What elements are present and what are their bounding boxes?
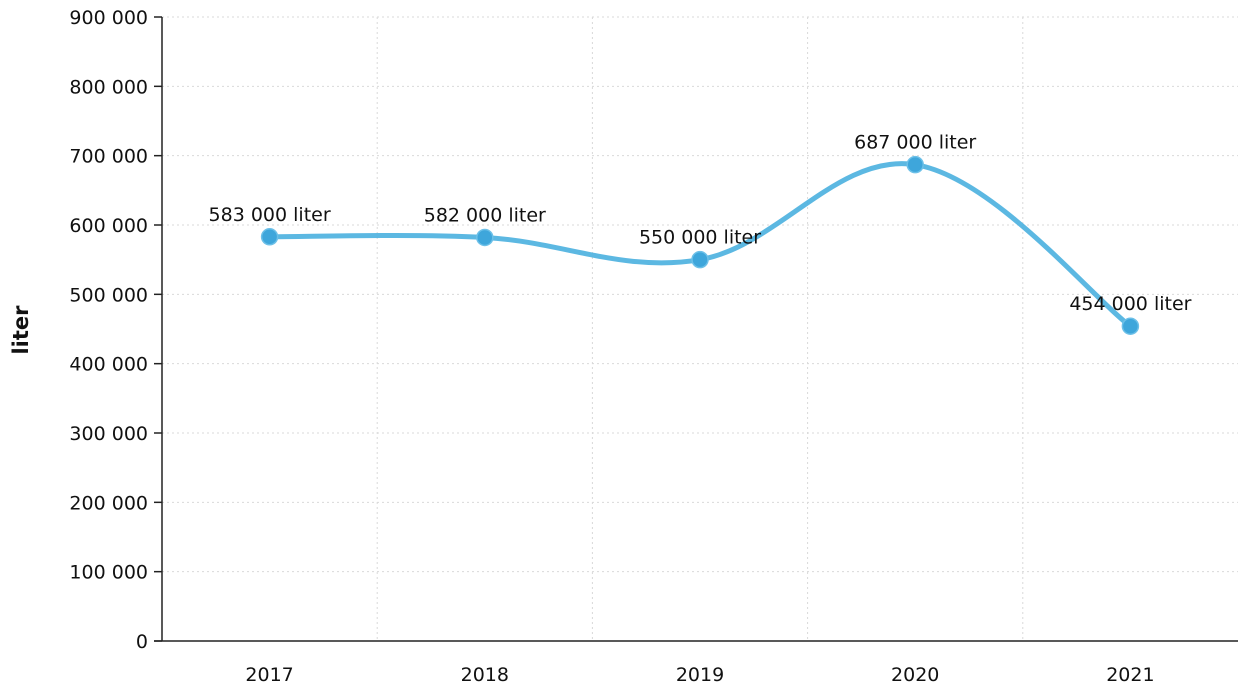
- x-tick-label: 2021: [1106, 664, 1154, 686]
- data-labels: 583 000 liter 582 000 liter 550 000 liter 6…: [209, 132, 1192, 316]
- data-label-2021: 454 000 liter: [1069, 293, 1191, 315]
- y-tick-label: 600 000: [69, 215, 148, 237]
- x-tick-label: 2019: [676, 664, 724, 686]
- x-tick-label: 2018: [461, 664, 509, 686]
- data-point-2019: [691, 250, 709, 269]
- y-tick-label: 900 000: [69, 7, 148, 29]
- axes: [154, 16, 1238, 642]
- y-tick-label: 400 000: [69, 354, 148, 376]
- y-tick-label: 500 000: [69, 284, 148, 306]
- x-tick-label: 2017: [245, 664, 293, 686]
- series-line-group: [267, 161, 1133, 329]
- y-tick-label: 100 000: [69, 562, 148, 584]
- y-axis-label: liter: [9, 305, 33, 355]
- y-tick-label: 200 000: [69, 492, 148, 514]
- data-point-2018: [476, 228, 494, 247]
- data-point-2017: [260, 228, 279, 246]
- data-point-2020: [906, 155, 924, 174]
- x-tick-label: 2020: [891, 664, 939, 686]
- series-line: [267, 161, 1133, 329]
- data-label-2017: 583 000 liter: [209, 204, 331, 226]
- y-tick-label: 0: [136, 631, 148, 653]
- data-label-2020: 687 000 liter: [854, 132, 976, 154]
- y-tick-label: 800 000: [69, 76, 148, 98]
- data-points: [260, 155, 1140, 335]
- y-tick-labels: 0 100 000 200 000 300 000 400 000 500 000 600 …: [69, 7, 148, 653]
- data-point-2021: [1121, 317, 1140, 335]
- x-tick-labels: 2017 2018 2019 2020 2021: [245, 664, 1154, 686]
- gridlines: [162, 16, 1238, 641]
- data-label-2018: 582 000 liter: [424, 204, 546, 226]
- y-tick-label: 300 000: [69, 423, 148, 445]
- y-tick-label: 700 000: [69, 146, 148, 168]
- data-label-2019: 550 000 liter: [639, 227, 761, 249]
